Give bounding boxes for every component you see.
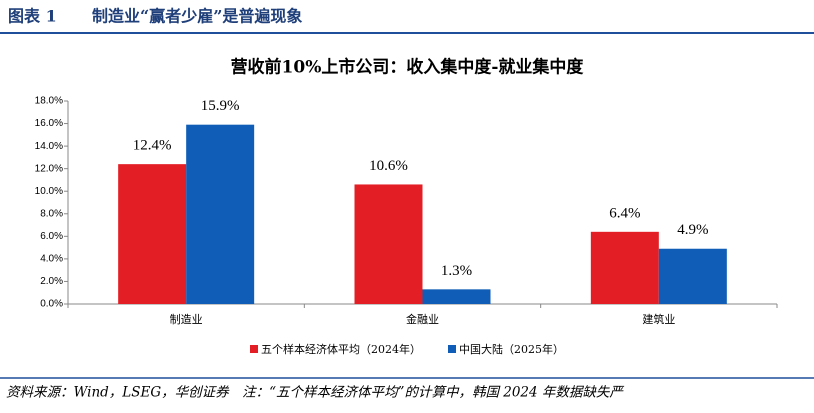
x-tick-label: 制造业 [170, 312, 203, 326]
x-tick-label: 金融业 [406, 312, 439, 326]
y-tick-label: 18.0% [35, 96, 63, 107]
y-tick-label: 0.0% [40, 299, 63, 310]
legend-swatch [250, 345, 258, 353]
y-tick-label: 8.0% [40, 208, 63, 219]
value-label: 4.9% [677, 222, 708, 238]
y-tick-label: 2.0% [40, 276, 63, 287]
figure-title: 制造业“赢者少雇”是普遍现象 [92, 7, 302, 26]
value-label: 15.9% [201, 98, 240, 114]
chart-title: 营收前10%上市公司：收入集中度-就业集中度 [231, 57, 585, 78]
legend-label: 五个样本经济体平均（2024年） [261, 342, 421, 356]
y-tick-label: 6.0% [40, 231, 63, 242]
y-tick-label: 4.0% [40, 254, 63, 265]
value-label: 6.4% [609, 205, 640, 221]
value-label: 10.6% [369, 158, 408, 174]
y-tick-label: 14.0% [35, 141, 63, 152]
value-label: 1.3% [441, 263, 472, 279]
bar [118, 164, 187, 304]
bar [658, 248, 727, 304]
y-tick-label: 16.0% [35, 118, 63, 129]
legend-swatch [448, 345, 456, 353]
source-note: 资料来源：Wind，LSEG，华创证券 注：“五个样本经济体平均”的计算中，韩国… [6, 385, 624, 401]
legend-label: 中国大陆（2025年） [459, 342, 564, 356]
figure-label: 图表 1 [8, 7, 57, 26]
y-tick-label: 12.0% [35, 163, 63, 174]
bar [186, 124, 255, 304]
bar [354, 184, 423, 304]
bar [422, 289, 491, 304]
y-tick-label: 10.0% [35, 186, 63, 197]
bar [590, 231, 659, 304]
value-label: 12.4% [133, 138, 172, 154]
x-tick-label: 建筑业 [642, 312, 675, 326]
